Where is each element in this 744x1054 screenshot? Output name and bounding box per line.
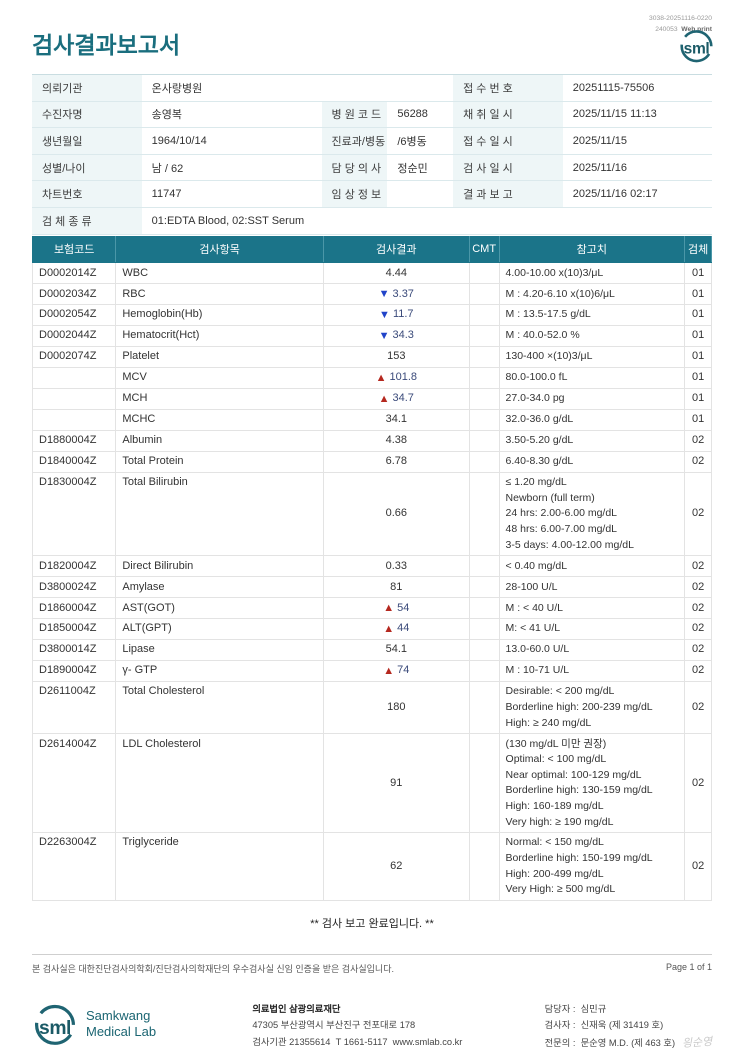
svg-text:sml: sml: [39, 1018, 71, 1039]
svg-text:sml: sml: [684, 41, 710, 58]
